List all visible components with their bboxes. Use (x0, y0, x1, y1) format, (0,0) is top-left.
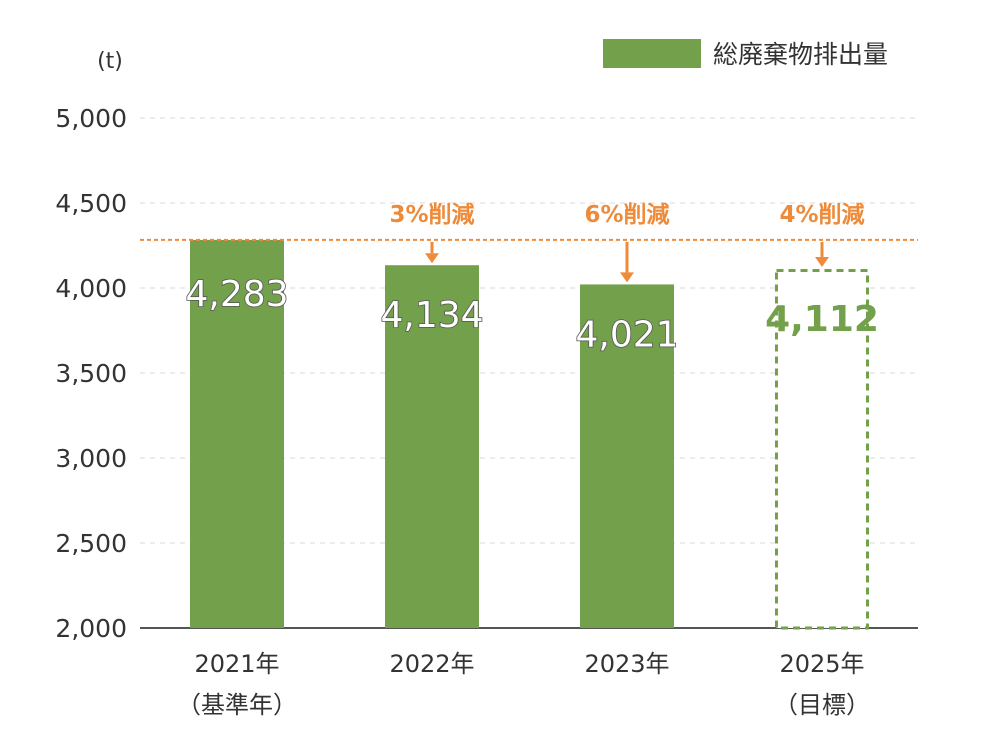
y-tick-label: 3,000 (55, 444, 127, 473)
reduction-label: 3%削減 (389, 202, 474, 228)
y-tick-label: 5,000 (55, 104, 127, 133)
reduction-label: 4%削減 (779, 202, 864, 228)
y-tick-label: 4,000 (55, 274, 127, 303)
category-sublabel: （基準年） (177, 691, 297, 719)
reduction-arrow-head (425, 253, 439, 264)
reduction-arrow-head (815, 256, 829, 267)
category-sublabel: （目標） (774, 691, 870, 719)
bar-value-label: 4,112 (765, 299, 879, 340)
y-tick-label: 3,500 (55, 359, 127, 388)
bars (190, 239, 869, 630)
legend-swatch (603, 39, 701, 68)
bar (385, 265, 479, 628)
bar-value-label: 4,021 (575, 314, 678, 355)
target-bar-outline (775, 268, 869, 630)
bar-value-label: 4,134 (380, 295, 483, 336)
reduction-label: 6%削減 (584, 202, 669, 228)
y-unit-label: (t) (97, 49, 123, 74)
labels: 2,000 2,500 3,000 3,500 4,000 4,500 5,000 4,283… (55, 104, 879, 719)
bar (580, 284, 674, 628)
baseline-layer (140, 238, 918, 283)
category-label: 2023年 (584, 650, 669, 678)
legend-label: 総廃棄物排出量 (713, 40, 888, 69)
y-tick-label: 2,500 (55, 529, 127, 558)
category-label: 2021年 (194, 650, 279, 678)
category-label: 2025年 (779, 650, 864, 678)
bar-value-label: 4,283 (185, 274, 288, 315)
category-label: 2022年 (389, 650, 474, 678)
y-tick-label: 4,500 (55, 189, 127, 218)
y-tick-label: 2,000 (55, 614, 127, 643)
reduction-arrow-head (620, 272, 634, 283)
bar (190, 239, 284, 628)
